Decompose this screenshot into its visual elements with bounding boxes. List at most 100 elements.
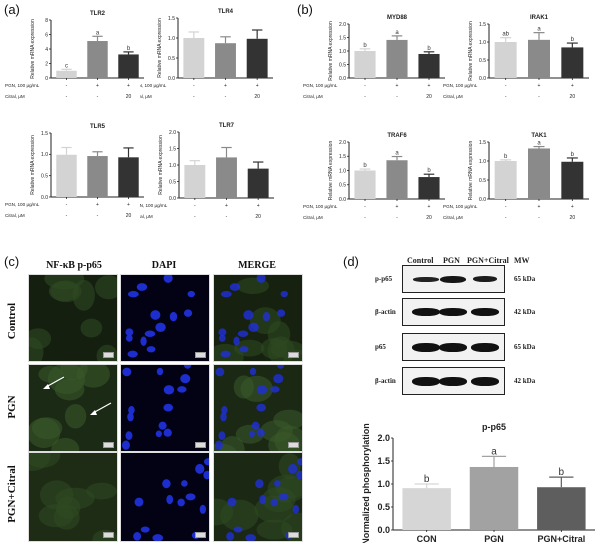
citral-row-label: Citral, μM	[5, 213, 25, 218]
significance-letter: b	[504, 154, 508, 160]
blot-row-label: β-actin	[375, 308, 396, 316]
svg-text:1.5: 1.5	[339, 154, 346, 160]
svg-text:20: 20	[255, 214, 261, 220]
scale-bar	[195, 352, 206, 358]
svg-text:-: -	[364, 83, 366, 89]
blot-strip	[402, 333, 505, 361]
blot-row-label: p-p65	[375, 275, 393, 283]
bar	[118, 54, 139, 78]
svg-text:0.0: 0.0	[339, 197, 346, 203]
svg-text:-: -	[194, 203, 196, 209]
chart-traf6: TRAF6 Relative mRNA expression 0.0 0.5 1.0 1.…	[290, 115, 450, 235]
micrograph-1-0	[28, 364, 118, 452]
x-tick-label: PGN	[484, 534, 504, 543]
chart-svg: TLR2 Relative mRNA expression 0 2 4 6 8 c - - a + - b…	[5, 11, 144, 100]
svg-text:1.5: 1.5	[479, 140, 486, 146]
svg-text:+: +	[571, 83, 574, 89]
bar	[246, 38, 268, 78]
svg-text:0.0: 0.0	[479, 197, 486, 203]
col-header-dapi: DAPI	[151, 260, 177, 271]
col-header-merge: MERGE	[238, 260, 276, 271]
bar	[354, 51, 376, 78]
svg-text:4: 4	[45, 47, 48, 53]
svg-text:0.0: 0.0	[479, 76, 486, 82]
y-axis-label: Normalized phosphorylation	[361, 423, 371, 543]
svg-text:0.0: 0.0	[169, 196, 176, 202]
svg-text:1.0: 1.0	[479, 40, 486, 46]
svg-text:-: -	[193, 94, 195, 100]
chart-tlr5: TLR5 Relative mRNA expression 0.0 0.5 1.0 1.5…	[0, 115, 150, 235]
blot-band	[471, 376, 499, 386]
chart-title: TLR7	[219, 123, 235, 129]
x-tick-label: CON	[417, 534, 437, 543]
blot-mw-label: 42 kDa	[514, 377, 536, 385]
scale-bar	[103, 352, 114, 358]
svg-text:+: +	[428, 83, 431, 89]
svg-text:+: +	[225, 203, 228, 209]
scale-bar	[103, 442, 114, 448]
svg-text:-: -	[66, 83, 68, 89]
micrograph-0-1	[120, 274, 210, 362]
scale-bar	[103, 532, 114, 538]
bar	[386, 160, 408, 199]
svg-text:2.0: 2.0	[339, 22, 346, 28]
bar	[87, 156, 108, 197]
svg-text:1.0: 1.0	[41, 152, 48, 158]
chart-title: TLR5	[90, 124, 106, 130]
svg-text:-: -	[97, 94, 99, 100]
chart-irak1: IRAK1 Relative mRNA expression 0.0 0.5 1.0 1.…	[440, 0, 600, 120]
bar	[354, 170, 376, 199]
chart-svg: TRAF6 Relative mRNA expression 0.0 0.5 1.0 1.…	[303, 133, 445, 221]
svg-text:-: -	[364, 204, 366, 210]
svg-text:1.5: 1.5	[377, 456, 390, 466]
pgn-row-label: PGN, 100 μg/mL	[140, 203, 168, 208]
scale-bar	[288, 442, 299, 448]
bar	[56, 154, 77, 197]
chart-svg: TLR5 Relative mRNA expression 0.0 0.5 1.0 1.5…	[5, 124, 144, 219]
col-header-p65: NF-κB p-p65	[46, 260, 102, 271]
blot-mw-label: 42 kDa	[514, 308, 536, 316]
chart-title: TLR2	[90, 11, 106, 17]
y-axis-label: Relative mRNA expression	[30, 135, 36, 195]
mw-header: MW	[514, 256, 530, 265]
svg-text:2.0: 2.0	[377, 433, 390, 443]
blot-strip	[402, 298, 505, 326]
svg-text:0.5: 0.5	[339, 62, 346, 68]
chart-title: MYD88	[387, 15, 408, 21]
svg-text:+: +	[256, 83, 259, 89]
chart-title: IRAK1	[530, 15, 549, 21]
blot-strip	[402, 367, 505, 395]
blot-band	[439, 342, 467, 352]
bar	[494, 42, 517, 78]
svg-text:-: -	[396, 94, 398, 100]
panel-a-label: (a)	[4, 2, 20, 17]
svg-text:+: +	[571, 204, 574, 210]
blot-band	[439, 308, 467, 316]
chart-tlr4: TLR4 Relative mRNA expression 0.0 0.5 1.0 1.5…	[140, 0, 290, 120]
blot-mw-label: 65 kDa	[514, 343, 536, 351]
y-axis-label: Relative mRNA expression	[468, 141, 474, 201]
chart-svg: TLR7 Relative mRNA expression 0.0 0.5 1.0 1.5…	[140, 123, 274, 220]
svg-text:2.0: 2.0	[339, 140, 346, 146]
y-axis-label: Relative mRNA expression	[328, 141, 334, 201]
bar	[537, 487, 586, 530]
panel-b-label: (b)	[297, 2, 313, 17]
svg-text:0.5: 0.5	[169, 179, 176, 185]
svg-text:0.0: 0.0	[377, 525, 390, 535]
svg-text:1.5: 1.5	[169, 146, 176, 152]
bar	[216, 157, 237, 198]
significance-letter: b	[127, 46, 131, 52]
citral-row-label: Citral, μM	[140, 94, 152, 99]
svg-text:1.5: 1.5	[339, 35, 346, 41]
pgn-row-label: PGN, 100 μg/mL	[303, 83, 338, 88]
blot-band	[471, 308, 499, 316]
blot-row-label: p65	[375, 343, 386, 351]
svg-text:-: -	[364, 94, 366, 100]
svg-text:6: 6	[45, 32, 48, 38]
scale-bar	[288, 532, 299, 538]
svg-text:-: -	[364, 215, 366, 221]
bar	[469, 466, 519, 530]
svg-text:-: -	[97, 213, 99, 219]
significance-letter: b	[427, 46, 431, 52]
svg-text:-: -	[505, 83, 507, 89]
